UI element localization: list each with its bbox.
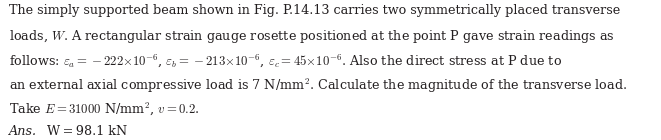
Text: follows: $\varepsilon_a=-222{\times}10^{-6}$, $\varepsilon_b=-213{\times}10^{-6}: follows: $\varepsilon_a=-222{\times}10^{… [9, 52, 562, 69]
Text: an external axial compressive load is 7 N/mm$^2$. Calculate the magnitude of the: an external axial compressive load is 7 … [9, 76, 627, 95]
Text: Take $E=31000$ N/mm$^2$, $v=0.2$.: Take $E=31000$ N/mm$^2$, $v=0.2$. [9, 101, 199, 117]
Text: loads, $W$. A rectangular strain gauge rosette positioned at the point P gave st: loads, $W$. A rectangular strain gauge r… [9, 28, 614, 45]
Text: Ans.: Ans. [9, 125, 36, 138]
Text: The simply supported beam shown in Fig. P.14.13 carries two symmetrically placed: The simply supported beam shown in Fig. … [9, 4, 620, 17]
Text: W = 98.1 kN: W = 98.1 kN [43, 125, 127, 138]
